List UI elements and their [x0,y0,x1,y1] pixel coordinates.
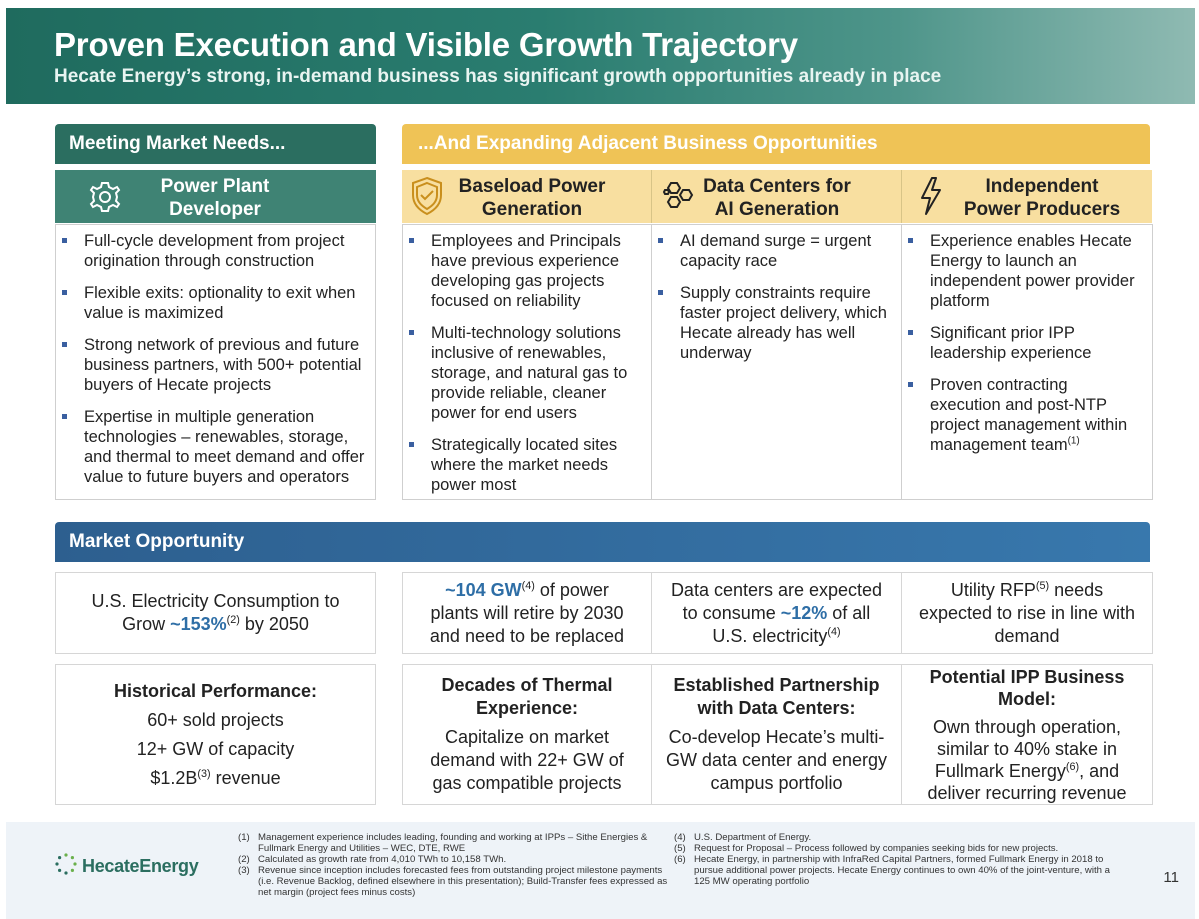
power-plant-developer-line1: Power Plant [160,176,270,197]
list-item: Expertise in multiple generation technol… [56,407,365,487]
electricity-consumption-stat: U.S. Electricity Consumption to Grow ~15… [55,572,376,654]
footnote: (4) U.S. Department of Energy. [674,832,812,843]
list-item: AI demand surge = urgent capacity race [652,231,891,271]
footer: HecateEnergy (1) Management experience in… [6,822,1195,919]
adjacent-opportunities-header: ...And Expanding Adjacent Business Oppor… [402,124,1150,164]
baseload-bullets-box: Employees and Principals have previous e… [402,224,652,500]
list-item: Multi-technology solutions inclusive of … [403,323,641,423]
logo-text: HecateEnergy [82,856,199,876]
list-item: Strong network of previous and future bu… [56,335,365,395]
footnote: (2) Calculated as growth rate from 4,010 … [238,854,507,865]
footnote: (6) Hecate Energy, in partnership with In… [674,854,1110,887]
data-centers-bullets-box: AI demand surge = urgent capacity race S… [652,224,902,500]
ipp-business-model-card: Potential IPP Business Model: Own throug… [902,664,1153,805]
data-centers-title-line1: Data Centers for [703,176,851,197]
footnotes-left: (1) Management experience includes leadin… [238,832,668,898]
ipp-title-line1: Independent [985,176,1099,197]
baseload-power-subheader: Baseload Power Generation [402,170,652,223]
title-banner: Proven Execution and Visible Growth Traj… [6,8,1195,104]
list-item: Supply constraints require faster projec… [652,283,891,363]
power-plant-retirement-stat: ~104 GW(4) of power plants will retire b… [402,572,652,654]
page-number: 11 [1163,869,1179,886]
shield-check-icon [410,176,444,222]
thermal-experience-card: Decades of Thermal Experience: Capitaliz… [402,664,652,805]
list-item: Full-cycle development from project orig… [56,231,365,271]
ipp-bullets-box: Experience enables Hecate Energy to laun… [902,224,1153,500]
ipp-title-line2: Power Producers [963,199,1121,220]
meeting-market-needs-header: Meeting Market Needs... [55,124,376,164]
footnote: (1) Management experience includes leadin… [238,832,648,854]
data-centers-title-line2: AI Generation [714,199,840,220]
market-opportunity-header: Market Opportunity [55,522,1150,562]
data-center-partnership-card: Established Partnership with Data Center… [652,664,902,805]
independent-power-subheader: Independent Power Producers [902,170,1152,223]
data-centers-subheader: Data Centers for AI Generation [652,170,902,223]
left-bullets-box: Full-cycle development from project orig… [55,224,376,500]
historical-performance-card: Historical Performance: 60+ sold project… [55,664,376,805]
footnote: (3) Revenue since inception includes fore… [238,865,668,898]
footnotes-right: (4) U.S. Department of Energy. (5) Request… [674,832,1119,887]
power-plant-developer-line2: Developer [169,199,261,220]
footnote: (5) Request for Proposal – Process follow… [674,843,1059,854]
lightning-bolt-icon [918,176,944,222]
list-item: Experience enables Hecate Energy to laun… [902,231,1142,311]
list-item: Proven contracting execution and post-NT… [902,375,1142,455]
utility-rfp-stat: Utility RFP(5) needs expected to rise in… [902,572,1153,654]
hecate-energy-logo: HecateEnergy [54,852,199,881]
list-item: Strategically located sites where the ma… [403,435,641,495]
hexagon-network-icon [661,180,695,220]
list-item: Significant prior IPP leadership experie… [902,323,1142,363]
gear-icon [87,179,123,221]
baseload-title-line2: Generation [481,199,583,220]
list-item: Employees and Principals have previous e… [403,231,641,311]
list-item: Flexible exits: optionality to exit when… [56,283,365,323]
page-subtitle: Hecate Energy’s strong, in-demand busine… [54,66,942,87]
power-plant-developer-subheader: Power Plant Developer [55,170,376,223]
data-center-consumption-stat: Data centers are expected to consume ~12… [652,572,902,654]
baseload-title-line1: Baseload Power [458,176,606,197]
hecate-logo-icon [54,852,78,881]
page-title: Proven Execution and Visible Growth Traj… [54,26,798,63]
